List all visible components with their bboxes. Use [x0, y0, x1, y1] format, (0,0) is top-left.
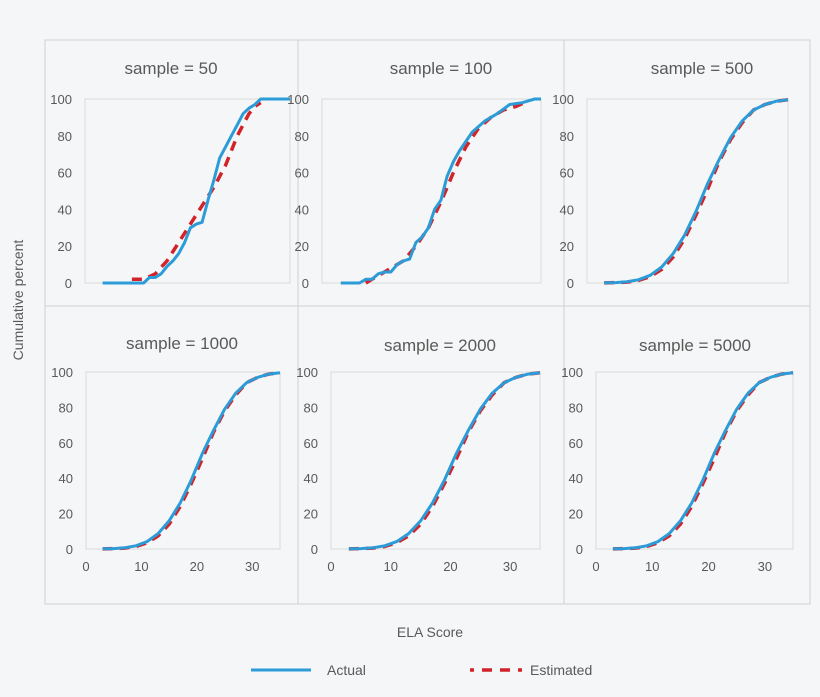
y-tick-label: 100	[287, 92, 309, 107]
x-tick-label: 30	[758, 559, 772, 574]
y-tick-label: 20	[59, 507, 73, 522]
actual-series-line	[604, 98, 789, 285]
x-axis-label: ELA Score	[397, 624, 463, 640]
y-tick-label: 20	[560, 239, 574, 254]
y-tick-label: 0	[311, 542, 318, 557]
y-tick-label: 20	[569, 507, 583, 522]
y-tick-label: 40	[560, 202, 574, 217]
panel: sample = 1000 0 20 40 60 80 100 0 10 20 30	[51, 334, 281, 574]
estimated-series-line	[612, 370, 794, 551]
estimated-series-line	[604, 97, 789, 285]
grid-frame	[44, 39, 811, 605]
panel-title: sample = 50	[124, 59, 217, 78]
x-tick-label: 10	[134, 559, 148, 574]
x-tick-label: 10	[383, 559, 397, 574]
y-tick-label: 40	[59, 471, 73, 486]
y-tick-label: 80	[58, 129, 72, 144]
estimated-series-line	[364, 99, 530, 285]
actual-series-line	[340, 97, 541, 285]
y-tick-label: 40	[304, 471, 318, 486]
plot-area	[595, 371, 794, 550]
y-tick-label: 0	[567, 276, 574, 291]
plot-area	[85, 371, 281, 550]
y-tick-label: 80	[560, 129, 574, 144]
plot-area	[321, 98, 542, 284]
y-tick-label: 80	[59, 400, 73, 415]
y-tick-label: 100	[296, 365, 318, 380]
panel: sample = 50 0 20 40 60 80 100	[50, 59, 291, 291]
y-tick-label: 20	[304, 507, 318, 522]
y-tick-label: 60	[569, 436, 583, 451]
y-tick-label: 60	[295, 166, 309, 181]
x-tick-label: 30	[245, 559, 259, 574]
legend-actual-label: Actual	[327, 662, 366, 678]
y-tick-label: 40	[569, 471, 583, 486]
actual-series-line	[612, 371, 794, 551]
y-tick-label: 0	[302, 276, 309, 291]
panel: sample = 100 0 20 40 60 80 100	[287, 59, 542, 291]
y-tick-label: 0	[576, 542, 583, 557]
x-tick-label: 20	[190, 559, 204, 574]
y-tick-label: 60	[58, 166, 72, 181]
legend-estimated-label: Estimated	[530, 662, 592, 678]
x-tick-label: 10	[645, 559, 659, 574]
y-tick-label: 100	[552, 92, 574, 107]
y-tick-label: 100	[561, 365, 583, 380]
y-tick-label: 20	[295, 239, 309, 254]
actual-series-line	[348, 371, 541, 551]
plot-area	[586, 98, 789, 284]
x-tick-label: 0	[82, 559, 89, 574]
panel-title: sample = 100	[390, 59, 493, 78]
y-tick-label: 60	[304, 436, 318, 451]
panel-title: sample = 2000	[384, 336, 496, 355]
y-tick-label: 80	[569, 400, 583, 415]
actual-series-line	[102, 371, 281, 551]
estimated-series-line	[348, 370, 541, 551]
plot-area	[330, 371, 541, 550]
y-tick-label: 0	[65, 276, 72, 291]
panel: sample = 500 0 20 40 60 80 100	[552, 59, 789, 291]
y-tick-label: 100	[51, 365, 73, 380]
x-tick-label: 20	[701, 559, 715, 574]
y-tick-label: 40	[295, 202, 309, 217]
panel-title: sample = 1000	[126, 334, 238, 353]
estimated-series-line	[102, 370, 281, 551]
y-tick-label: 80	[295, 129, 309, 144]
estimated-series-line	[131, 101, 262, 282]
panel-title: sample = 500	[651, 59, 754, 78]
y-tick-label: 60	[59, 436, 73, 451]
y-tick-label: 60	[560, 166, 574, 181]
y-tick-label: 80	[304, 400, 318, 415]
plot-area	[84, 98, 291, 284]
panel: sample = 2000 0 20 40 60 80 100 0 10 20 30	[296, 336, 541, 574]
y-tick-label: 40	[58, 202, 72, 217]
x-tick-label: 0	[592, 559, 599, 574]
panel: sample = 5000 0 20 40 60 80 100 0 10 20 30	[561, 336, 794, 574]
y-tick-label: 100	[50, 92, 72, 107]
x-tick-label: 0	[327, 559, 334, 574]
actual-series-line	[102, 97, 290, 285]
x-tick-label: 20	[443, 559, 457, 574]
y-axis-label: Cumulative percent	[10, 240, 26, 361]
y-tick-label: 0	[66, 542, 73, 557]
y-tick-label: 20	[58, 239, 72, 254]
panel-title: sample = 5000	[639, 336, 751, 355]
x-tick-label: 30	[503, 559, 517, 574]
